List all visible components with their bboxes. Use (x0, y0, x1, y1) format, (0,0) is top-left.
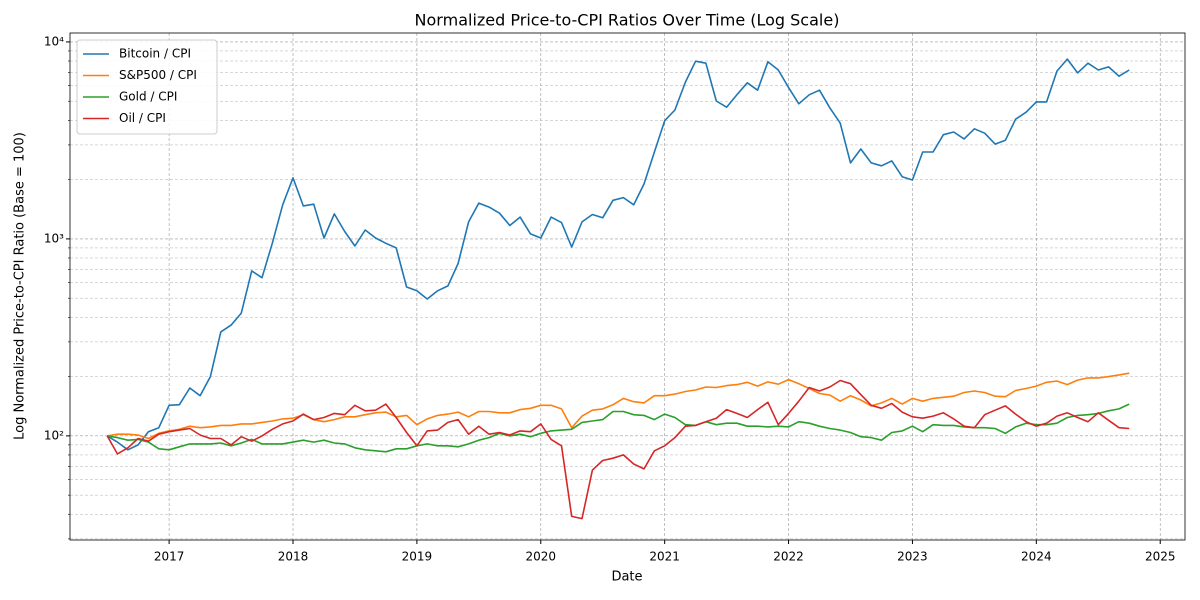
legend-label: S&P500 / CPI (119, 68, 197, 82)
x-tick-label: 2025 (1145, 550, 1176, 564)
y-tick-label: 10⁴ (44, 34, 64, 48)
plot-frame (69, 32, 1186, 541)
x-tick-label: 2017 (154, 550, 185, 564)
legend: Bitcoin / CPI S&P500 / CPI Gold / CPI Oil /… (76, 39, 218, 135)
x-tick-label: 2024 (1021, 550, 1052, 564)
x-tick-label: 2018 (278, 550, 309, 564)
y-tick-label: 10² (44, 428, 64, 442)
legend-box (76, 39, 218, 135)
x-tick-label: 2023 (897, 550, 928, 564)
legend-label: Bitcoin / CPI (119, 47, 191, 61)
x-tick-label: 2020 (526, 550, 557, 564)
x-tick-label: 2021 (649, 550, 680, 564)
series-line (106, 379, 1130, 520)
y-axis-label: Log Normalized Price-to-CPI Ratio (Base … (13, 132, 28, 440)
legend-label: Oil / CPI (119, 111, 166, 125)
x-axis-label: Date (611, 570, 642, 585)
legend-label: Gold / CPI (119, 90, 177, 104)
series-line (107, 403, 1130, 453)
series-line (106, 58, 1130, 451)
x-tick-label: 2022 (773, 550, 804, 564)
series-line (107, 372, 1130, 440)
chart-title: Normalized Price-to-CPI Ratios Over Time… (415, 11, 840, 30)
y-tick-label: 10³ (44, 231, 64, 245)
x-tick-label: 2019 (402, 550, 433, 564)
